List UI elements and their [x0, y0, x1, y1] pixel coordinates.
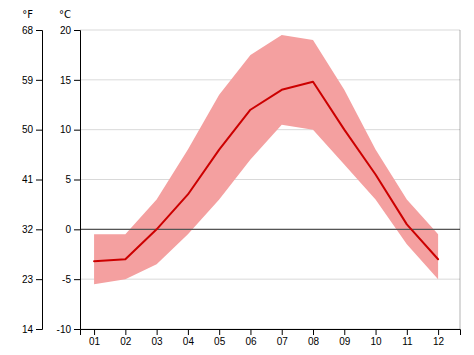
tick-mark	[438, 329, 439, 335]
tick: 14	[22, 324, 42, 335]
tick-mark	[74, 229, 80, 230]
tick: 0	[65, 224, 80, 235]
tick-mark	[74, 279, 80, 280]
tick: 20	[60, 25, 80, 36]
tick-mark	[74, 130, 80, 131]
tick-label: 07	[277, 336, 289, 347]
tick-label: 09	[339, 336, 351, 347]
tick-label: 5	[65, 174, 71, 185]
tick-label: -5	[62, 274, 71, 285]
tick-label: 06	[245, 336, 257, 347]
line	[94, 82, 438, 261]
tick-mark	[36, 80, 42, 81]
tick: 01	[89, 329, 101, 347]
tick-mark	[188, 329, 189, 335]
tick: -5	[62, 274, 80, 285]
tick: 41	[22, 174, 42, 185]
tick-mark	[36, 130, 42, 131]
frame	[460, 30, 461, 329]
tick-label: 20	[60, 25, 72, 36]
tick: 04	[183, 329, 195, 347]
tick-mark	[376, 329, 377, 335]
tick-mark	[407, 329, 408, 335]
tick: 10	[60, 124, 80, 135]
y2-axis: 14 23 32 41 50 59 68	[22, 25, 43, 335]
tick-mark	[36, 279, 42, 280]
tick-mark	[36, 180, 42, 181]
tick: 09	[339, 329, 351, 347]
grid-line	[80, 229, 460, 230]
tick: 5	[65, 174, 80, 185]
grid-line	[80, 179, 460, 180]
tick-mark	[250, 329, 251, 335]
plot-area	[80, 35, 460, 284]
tick-mark	[74, 80, 80, 81]
tick-label: 11	[402, 336, 413, 347]
tick: 50	[22, 124, 42, 135]
chart: 010203040506070809101112-10-505101520142…	[0, 0, 474, 355]
tick-label: 68	[22, 25, 34, 36]
axis-line	[74, 31, 81, 330]
tick: 12	[433, 329, 445, 347]
tick: 11	[402, 329, 413, 347]
tick-mark	[94, 329, 95, 335]
tick-mark	[36, 229, 42, 230]
tick-mark	[157, 329, 158, 335]
tick: 02	[120, 329, 132, 347]
reference-line	[80, 229, 460, 230]
tick-label: 32	[22, 224, 34, 235]
tick-label: 14	[22, 324, 34, 335]
band	[94, 35, 438, 284]
tick-mark	[125, 329, 126, 335]
tick: 03	[152, 329, 164, 347]
tick-mark	[313, 329, 314, 335]
tick-label: 02	[120, 336, 132, 347]
tick-label: 03	[152, 336, 164, 347]
tick: 23	[22, 274, 42, 285]
tick: 08	[308, 329, 320, 347]
tick-mark	[74, 329, 80, 330]
axis-line	[36, 31, 43, 330]
tick: 15	[60, 75, 80, 86]
grid-line	[80, 30, 460, 31]
grid-line	[80, 279, 460, 280]
tick: 06	[245, 329, 257, 347]
tick-mark	[344, 329, 345, 335]
tick: 07	[277, 329, 289, 347]
axis-title: °C	[59, 9, 71, 20]
axis-title: °F	[22, 9, 33, 20]
tick-label: 0	[65, 224, 71, 235]
tick: -10	[57, 324, 80, 335]
axis-line	[81, 330, 461, 336]
tick-label: 59	[22, 75, 34, 86]
tick: 59	[22, 75, 42, 86]
tick-mark	[74, 30, 80, 31]
tick-mark	[74, 180, 80, 181]
tick: 68	[22, 25, 42, 36]
tick-mark	[282, 329, 283, 335]
tick-label: 10	[370, 336, 382, 347]
tick-label: 23	[22, 274, 34, 285]
tick-label: 08	[308, 336, 320, 347]
tick-label: 12	[433, 336, 445, 347]
tick-mark	[36, 30, 42, 31]
tick-mark	[36, 329, 42, 330]
tick-label: 05	[214, 336, 226, 347]
tick-label: 41	[22, 174, 34, 185]
tick-label: 01	[89, 336, 101, 347]
tick-label: 50	[22, 124, 34, 135]
tick: 10	[370, 329, 382, 347]
tick-label: 04	[183, 336, 195, 347]
tick-label: 15	[60, 75, 72, 86]
tick-label: 10	[60, 124, 72, 135]
tick-mark	[219, 329, 220, 335]
tick: 05	[214, 329, 226, 347]
y-axis: -10 -5 0 5 10 15 20	[57, 25, 81, 335]
tick-label: -10	[57, 324, 72, 335]
tick: 32	[22, 224, 42, 235]
grid	[80, 30, 460, 329]
x-axis: 01 02 03 04 05 06 07 08 09 10 11 12	[81, 329, 461, 347]
